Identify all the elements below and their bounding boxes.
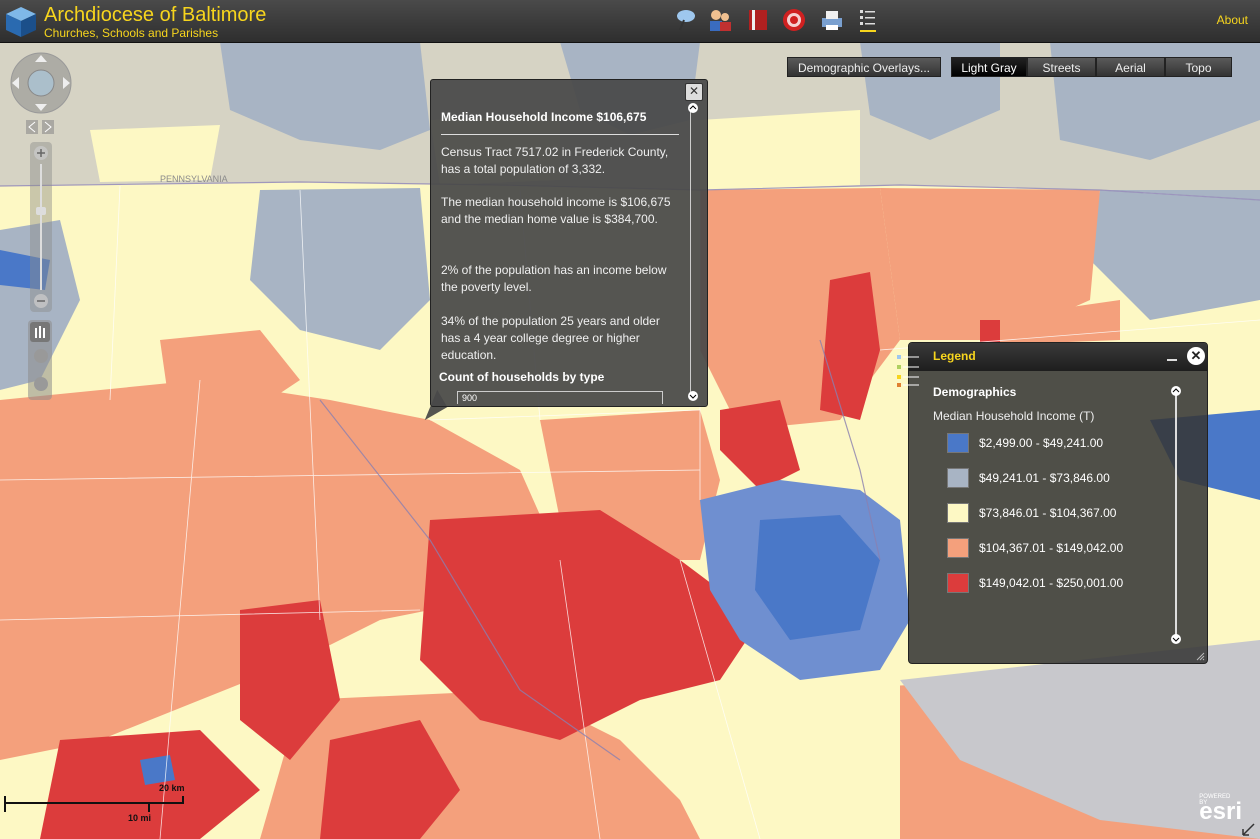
about-link[interactable]: About (1216, 13, 1248, 27)
scroll-down-icon[interactable] (687, 390, 699, 402)
chart-axis-label: 900 (462, 393, 478, 403)
scroll-down-icon[interactable] (1170, 633, 1182, 645)
basemap-topo-button[interactable]: Topo (1165, 57, 1232, 77)
scale-bar: 20 km 10 mi (4, 783, 204, 826)
popup-divider (441, 134, 679, 135)
pan-control[interactable] (10, 52, 72, 114)
zoom-slider-handle[interactable] (36, 207, 46, 215)
resize-grip-icon[interactable] (1195, 651, 1205, 661)
close-icon[interactable]: ✕ (1187, 347, 1205, 365)
popup-chart: 900 (457, 391, 663, 404)
people-icon[interactable] (706, 6, 734, 34)
legend-item-label: $104,367.01 - $149,042.00 (979, 541, 1124, 555)
scale-km-label: 20 km (159, 783, 185, 793)
scroll-up-icon[interactable] (687, 102, 699, 114)
popup-paragraph: The median household income is $106,675 … (441, 195, 671, 226)
info-popup: ✕ Median Household Income $106,675 Censu… (430, 79, 708, 407)
close-icon[interactable]: ✕ (685, 83, 703, 101)
state-label: PENNSYLVANIA (160, 174, 228, 184)
legend-swatch (947, 538, 969, 558)
app-subtitle: Churches, Schools and Parishes (44, 26, 219, 40)
legend-group-title: Demographics (933, 385, 1017, 399)
legend-scrollbar[interactable] (1175, 389, 1177, 639)
demographic-overlays-button[interactable]: Demographic Overlays... (787, 57, 941, 77)
expand-arrow-icon[interactable] (1241, 821, 1257, 837)
print-icon[interactable] (818, 6, 846, 34)
popup-paragraph: 2% of the population has an income below… (441, 263, 667, 294)
legend-layers-icon[interactable] (895, 353, 923, 389)
legend-layer-title: Median Household Income (T) (933, 409, 1095, 423)
list-icon[interactable] (854, 6, 882, 34)
legend-panel: Legend ✕ Demographics Median Household I… (897, 342, 1208, 664)
app-header: Archdiocese of Baltimore Churches, Schoo… (0, 0, 1260, 43)
powered-by-label: POWERED BY (1199, 794, 1231, 806)
legend-item-label: $2,499.00 - $49,241.00 (979, 436, 1104, 450)
next-extent-button[interactable] (42, 120, 54, 134)
esri-logo: POWERED BY esri (1199, 794, 1242, 826)
zoom-in-tool-icon[interactable] (34, 349, 48, 363)
basemap-aerial-button[interactable]: Aerial (1096, 57, 1165, 77)
app-title: Archdiocese of Baltimore (44, 4, 267, 26)
target-icon[interactable] (780, 6, 808, 34)
zoom-out-tool-icon[interactable] (34, 377, 48, 391)
legend-item-label: $149,042.01 - $250,001.00 (979, 576, 1124, 590)
legend-swatch (947, 503, 969, 523)
popup-paragraph: Census Tract 7517.02 in Frederick County… (441, 145, 669, 176)
esri-brand: esri (1199, 798, 1242, 825)
book-icon[interactable] (744, 6, 772, 34)
popup-paragraph: 34% of the population 25 years and older… (441, 314, 660, 362)
scale-mi-label: 10 mi (128, 813, 152, 823)
pushpin-icon[interactable] (672, 6, 700, 34)
legend-item-label: $49,241.01 - $73,846.00 (979, 471, 1110, 485)
scroll-up-icon[interactable] (1170, 385, 1182, 397)
minimize-icon[interactable] (1167, 359, 1177, 361)
legend-header[interactable]: Legend ✕ (909, 343, 1207, 371)
map-navigation (10, 52, 72, 400)
legend-swatch (947, 573, 969, 593)
popup-chart-title: Count of households by type (439, 370, 605, 384)
legend-swatch (947, 468, 969, 488)
legend-swatch (947, 433, 969, 453)
cube-logo-icon (6, 7, 36, 37)
legend-title: Legend (933, 349, 976, 363)
basemap-streets-button[interactable]: Streets (1027, 57, 1096, 77)
prev-extent-button[interactable] (26, 120, 38, 134)
legend-item-label: $73,846.01 - $104,367.00 (979, 506, 1117, 520)
popup-title: Median Household Income $106,675 (441, 110, 647, 124)
basemap-light-gray-button[interactable]: Light Gray (951, 57, 1027, 77)
popup-scrollbar[interactable] (690, 106, 695, 398)
